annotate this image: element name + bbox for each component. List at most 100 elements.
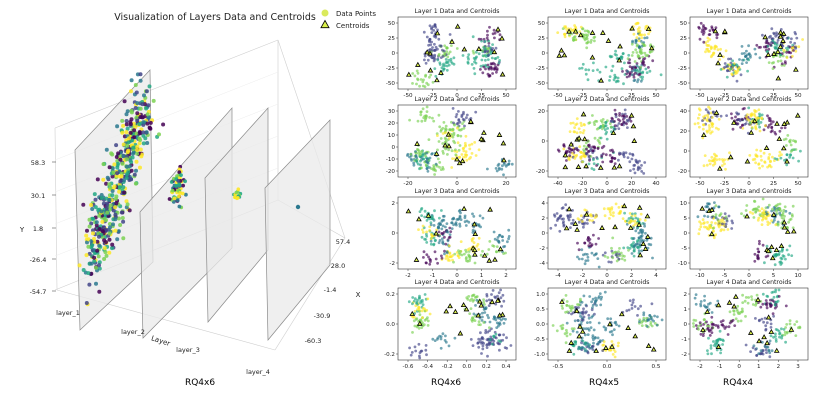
point	[436, 148, 439, 152]
point	[459, 240, 463, 244]
point	[486, 63, 490, 67]
point	[580, 341, 583, 345]
x-tick-label: 2	[777, 364, 781, 370]
centroid-marker	[579, 328, 586, 334]
point	[489, 335, 493, 339]
point	[754, 126, 758, 130]
point	[458, 222, 462, 226]
point	[580, 257, 584, 261]
point	[474, 61, 478, 65]
centroid-marker	[603, 344, 609, 350]
point-3d	[125, 172, 129, 177]
point	[638, 159, 641, 163]
point	[498, 233, 502, 237]
panel-c2-r1: Layer 1 Data and Centroids50250-25-50-50…	[536, 8, 667, 99]
point	[481, 71, 485, 75]
point	[486, 54, 490, 57]
y-tick-label: -26.4	[30, 256, 47, 264]
point	[761, 243, 765, 247]
point	[455, 150, 459, 154]
x-tick-label: 25	[770, 93, 778, 99]
panel-points	[406, 105, 514, 177]
point-3d	[167, 197, 172, 201]
point	[586, 218, 589, 222]
point	[426, 58, 430, 62]
point	[720, 228, 723, 231]
point	[437, 37, 441, 41]
x-tick-label: 40	[652, 181, 660, 187]
point-3d	[89, 203, 94, 207]
point	[583, 262, 587, 266]
point-3d	[107, 165, 112, 170]
point	[708, 126, 711, 130]
x-tick-label: -50	[695, 181, 705, 187]
chart-3d-title: Visualization of Layers Data and Centroi…	[114, 12, 316, 23]
point	[427, 43, 430, 47]
point	[416, 148, 420, 152]
point-3d	[131, 145, 136, 150]
point	[414, 349, 418, 353]
point	[631, 153, 635, 157]
centroid-marker	[618, 311, 625, 317]
point	[572, 352, 576, 356]
point	[640, 170, 644, 173]
point	[410, 159, 413, 162]
point	[478, 340, 482, 343]
point	[432, 119, 436, 123]
point	[477, 236, 481, 240]
point	[596, 257, 600, 260]
y-tick-label: 5	[683, 216, 687, 222]
point	[472, 56, 476, 60]
panel-c2-r4: Layer 4 Data and Centroids1.00.50.0-0.5-…	[534, 279, 667, 370]
point	[736, 319, 740, 323]
point	[790, 46, 794, 50]
point	[704, 50, 707, 54]
point	[497, 291, 501, 295]
point	[418, 296, 421, 300]
point	[491, 72, 494, 75]
point	[424, 344, 428, 347]
point	[622, 82, 625, 86]
point	[437, 222, 441, 226]
point-3d	[107, 237, 112, 242]
point	[468, 147, 472, 151]
point	[417, 305, 420, 309]
point	[619, 251, 623, 255]
point	[495, 70, 498, 74]
point	[617, 212, 621, 215]
point	[748, 154, 752, 157]
centroid-marker	[769, 255, 776, 261]
centroid-marker	[605, 37, 612, 43]
point	[482, 321, 486, 324]
point	[470, 294, 474, 298]
centroid-marker	[731, 303, 737, 309]
point	[768, 117, 772, 121]
point	[490, 56, 494, 60]
point	[703, 154, 707, 158]
point	[780, 336, 784, 340]
point	[482, 46, 486, 50]
point	[699, 332, 703, 336]
point	[417, 228, 420, 232]
point-3d	[86, 271, 91, 276]
point	[438, 165, 441, 169]
legend-label-data-points: Data Points	[336, 10, 376, 18]
point	[429, 223, 433, 227]
point	[497, 166, 501, 170]
point	[604, 65, 608, 69]
centroid-marker	[790, 228, 797, 234]
point	[644, 231, 647, 235]
point-3d	[137, 122, 142, 127]
point	[555, 219, 559, 222]
point	[758, 318, 761, 322]
point	[611, 236, 615, 240]
point	[595, 298, 598, 302]
centroid-marker	[777, 43, 784, 49]
point	[638, 72, 642, 76]
point	[728, 321, 732, 325]
y-tick-label: 0	[541, 139, 545, 145]
centroid-marker	[621, 203, 628, 209]
point	[754, 109, 758, 113]
point	[710, 311, 714, 314]
point-3d	[140, 115, 145, 120]
